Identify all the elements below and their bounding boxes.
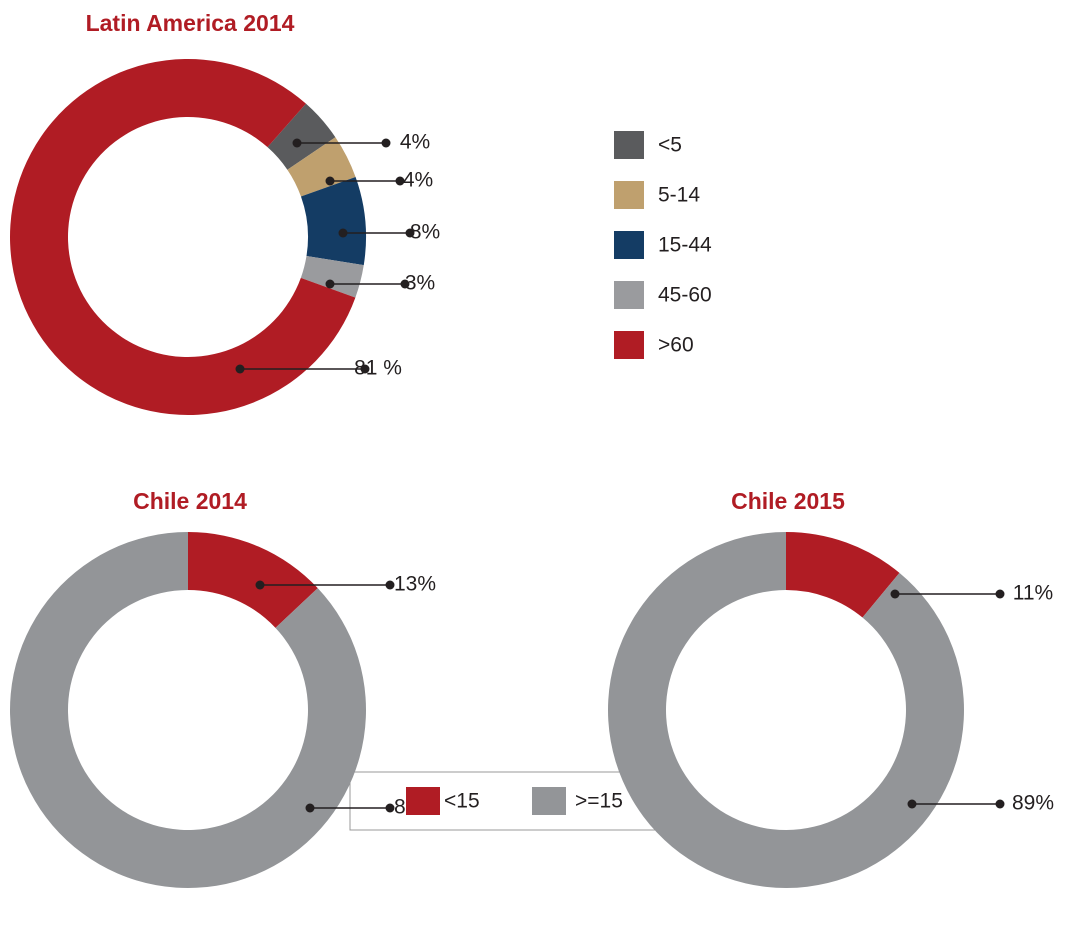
leader-dot	[400, 279, 410, 289]
donut-segment	[188, 532, 318, 628]
data-label: 3%	[405, 272, 435, 295]
leader-dot	[395, 176, 405, 186]
leader-dot	[255, 580, 265, 590]
legend-label: <5	[658, 134, 682, 157]
leader-dot	[305, 803, 315, 813]
legend-swatch	[614, 181, 644, 209]
legend-swatch	[532, 787, 566, 815]
data-label: 4%	[400, 131, 430, 154]
leader-dot	[381, 138, 391, 148]
chart-title: Chile 2014	[133, 488, 247, 514]
chart-title: Chile 2015	[731, 488, 845, 514]
data-label: 11%	[1013, 582, 1053, 605]
donut-segment	[608, 532, 965, 889]
legend-box	[349, 771, 658, 831]
leader-dot	[385, 803, 395, 813]
legend-swatch	[614, 281, 644, 309]
legend-swatch	[614, 131, 644, 159]
data-label: 89%	[1012, 792, 1054, 815]
data-label: 4%	[403, 169, 433, 192]
leader-dot	[360, 364, 370, 374]
leader-dot	[325, 176, 335, 186]
data-label: 81 %	[354, 357, 402, 380]
leader-dot	[385, 580, 395, 590]
leader-dot	[292, 138, 302, 148]
donut-segment	[267, 103, 336, 170]
donut-segment	[300, 255, 364, 298]
legend-swatch	[614, 331, 644, 359]
donut-segment	[786, 532, 900, 618]
leader-dot	[995, 799, 1005, 809]
data-label: 8%	[410, 221, 440, 244]
leader-dot	[907, 799, 917, 809]
legend-swatch	[406, 787, 440, 815]
legend-label: >=15	[575, 790, 623, 813]
donut-segment	[300, 176, 366, 266]
legend-swatch	[614, 231, 644, 259]
chart-title: Latin America 2014	[86, 10, 295, 36]
legend-label: 15-44	[658, 234, 712, 257]
legend-label: 5-14	[658, 184, 700, 207]
donut-segment	[9, 58, 356, 415]
data-label: 13%	[394, 573, 436, 596]
donut-segment	[9, 532, 366, 888]
leader-dot	[995, 589, 1005, 599]
leader-dot	[405, 228, 415, 238]
leader-dot	[890, 589, 900, 599]
legend-label: 45-60	[658, 284, 712, 307]
leader-dot	[325, 279, 335, 289]
leader-dot	[338, 228, 348, 238]
legend-label: >60	[658, 334, 694, 357]
legend-label: <15	[444, 790, 480, 813]
leader-dot	[235, 364, 245, 374]
